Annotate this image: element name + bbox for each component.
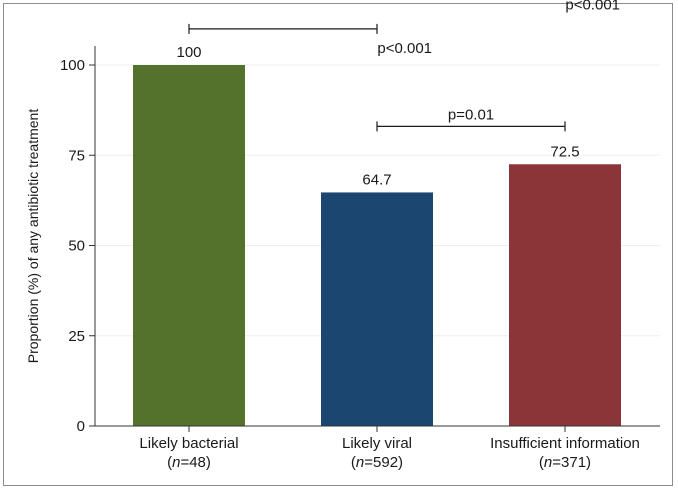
y-tick-label: 0	[77, 418, 85, 435]
y-tick-label: 75	[68, 147, 85, 164]
y-tick-label: 100	[60, 57, 85, 74]
value-label: 64.7	[362, 171, 391, 188]
value-label: 100	[176, 44, 201, 61]
category-n-label: (n=592)	[351, 454, 403, 471]
p-value-label: p<0.001	[565, 0, 620, 14]
value-label: 72.5	[550, 143, 579, 160]
significance-bracket: p<0.001	[188, 23, 432, 57]
y-ticks: 0 25 50 75 100	[60, 57, 95, 435]
bars	[133, 65, 621, 426]
bar	[321, 192, 433, 426]
category-n-label: (n=371)	[539, 454, 591, 471]
significance-bracket: p=0.01	[376, 106, 566, 132]
category-label: Insufficient information	[490, 435, 640, 452]
y-tick-label: 25	[68, 328, 85, 345]
significance-brackets: p<0.001 p<0.001 p=0.01	[188, 0, 620, 132]
bar	[133, 65, 245, 426]
p-value-label: p=0.01	[448, 106, 494, 123]
y-tick-label: 50	[68, 238, 85, 255]
p-value-label: p<0.001	[377, 40, 432, 57]
category-label: Likely viral	[342, 435, 412, 452]
y-axis-label: Proportion (%) of any antibiotic treatme…	[25, 109, 41, 364]
category-n-label: (n=48)	[167, 454, 211, 471]
category-labels: 100 Likely bacterial (n=48) 64.7 Likely vira…	[139, 44, 640, 471]
bar	[509, 164, 621, 426]
category-label: Likely bacterial	[139, 435, 238, 452]
chart-frame	[3, 3, 673, 486]
significance-bracket: p<0.001	[565, 0, 620, 14]
